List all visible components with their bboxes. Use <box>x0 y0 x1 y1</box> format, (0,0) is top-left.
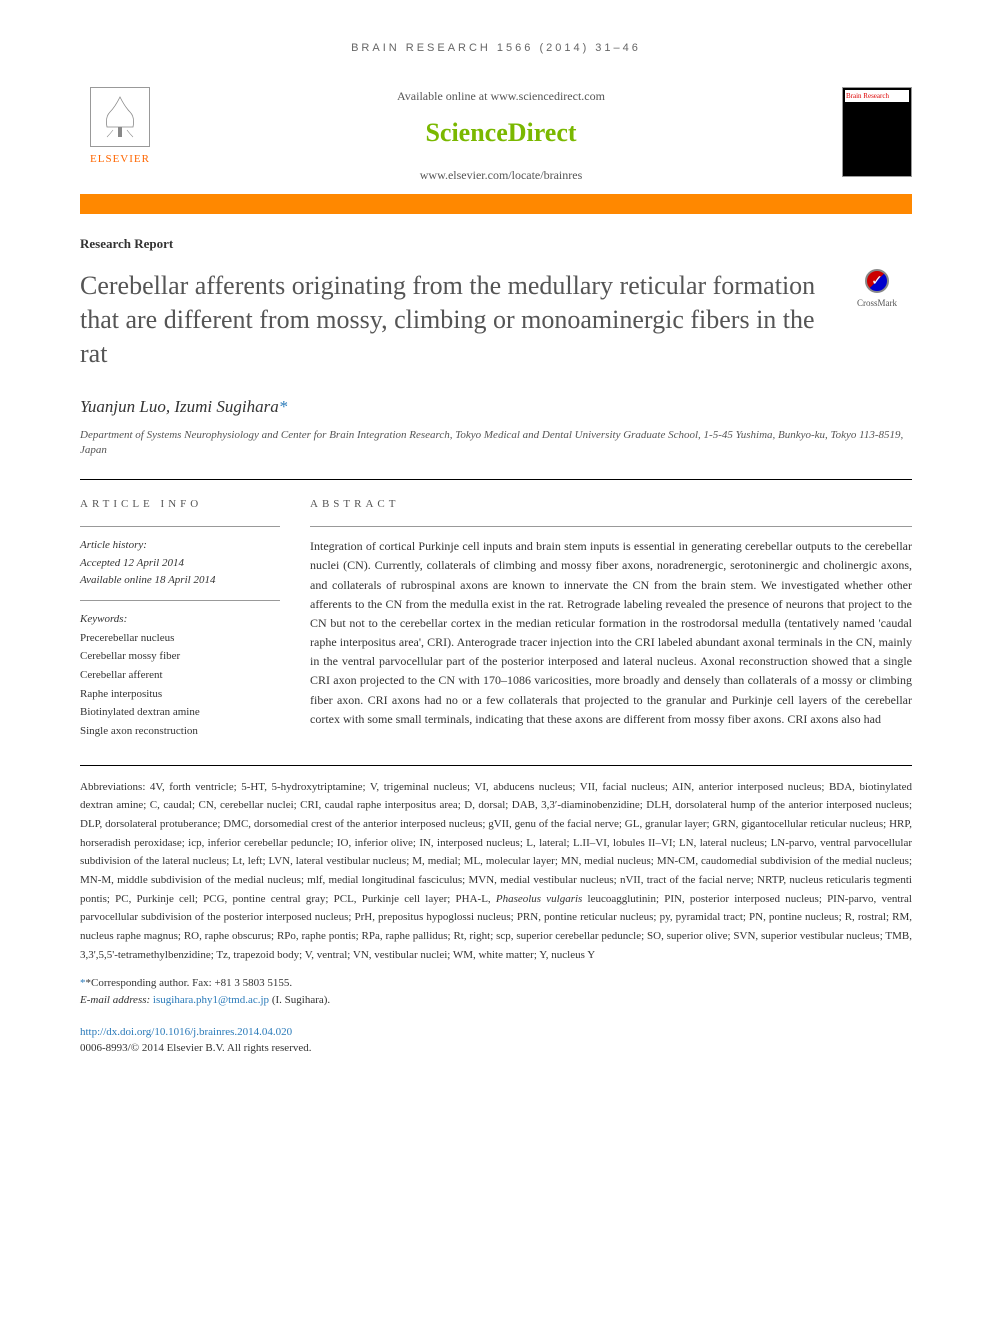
elsevier-tree-icon <box>90 87 150 147</box>
keyword: Cerebellar afferent <box>80 666 280 685</box>
keyword: Cerebellar mossy fiber <box>80 647 280 666</box>
keyword: Single axon reconstruction <box>80 722 280 741</box>
doi-link[interactable]: http://dx.doi.org/10.1016/j.brainres.201… <box>80 1026 292 1038</box>
elsevier-logo: ELSEVIER <box>80 87 160 168</box>
header-bar: ELSEVIER Available online at www.science… <box>80 87 912 184</box>
article-info-column: ARTICLE INFO Article history: Accepted 1… <box>80 496 280 741</box>
keywords-block: Keywords: <box>80 611 280 629</box>
email-author: (I. Sugihara). <box>272 994 330 1006</box>
crossmark-icon: ✓ <box>865 269 889 293</box>
article-type: Research Report <box>80 234 912 254</box>
article-history: Article history: Accepted 12 April 2014 … <box>80 537 280 590</box>
doi-block: http://dx.doi.org/10.1016/j.brainres.201… <box>80 1024 912 1057</box>
keywords-label: Keywords: <box>80 611 280 629</box>
article-title: Cerebellar afferents originating from th… <box>80 269 822 370</box>
author-names: Yuanjun Luo, Izumi Sugihara <box>80 397 279 416</box>
sciencedirect-logo: ScienceDirect <box>160 113 842 152</box>
abstract-text: Integration of cortical Purkinje cell in… <box>310 537 912 729</box>
keyword: Raphe interpositus <box>80 685 280 704</box>
orange-divider-bar <box>80 194 912 214</box>
corresponding-author-note: **Corresponding author. Fax: +81 3 5803 … <box>80 975 912 993</box>
corresponding-author-mark[interactable]: * <box>279 397 288 416</box>
title-row: Cerebellar afferents originating from th… <box>80 269 912 394</box>
journal-url[interactable]: www.elsevier.com/locate/brainres <box>160 166 842 184</box>
keyword: Precerebellar nucleus <box>80 629 280 648</box>
abbrev-italic: Phaseolus vulgaris <box>496 893 582 905</box>
running-header: BRAIN RESEARCH 1566 (2014) 31–46 <box>80 40 912 57</box>
footer-notes: **Corresponding author. Fax: +81 3 5803 … <box>80 975 912 1010</box>
available-online-text: Available online at www.sciencedirect.co… <box>160 87 842 105</box>
info-abstract-row: ARTICLE INFO Article history: Accepted 1… <box>80 496 912 741</box>
email-label: E-mail address: <box>80 994 150 1006</box>
affiliation: Department of Systems Neurophysiology an… <box>80 428 912 459</box>
copyright-line: 0006-8993/© 2014 Elsevier B.V. All right… <box>80 1040 912 1057</box>
article-info-label: ARTICLE INFO <box>80 496 280 513</box>
elsevier-name: ELSEVIER <box>90 151 150 168</box>
info-divider <box>80 526 280 527</box>
keyword: Biotinylated dextran amine <box>80 703 280 722</box>
crossmark-badge[interactable]: ✓ CrossMark <box>842 269 912 311</box>
abbrev-text: 4V, forth ventricle; 5-HT, 5-hydroxytrip… <box>80 781 912 905</box>
cover-title: Brain Research <box>845 90 909 103</box>
abbrev-lead: Abbreviations: <box>80 781 145 793</box>
header-center: Available online at www.sciencedirect.co… <box>160 87 842 184</box>
crossmark-label: CrossMark <box>857 298 897 308</box>
info-divider <box>80 600 280 601</box>
accepted-date: Accepted 12 April 2014 <box>80 555 280 573</box>
online-date: Available online 18 April 2014 <box>80 572 280 590</box>
email-line: E-mail address: isugihara.phy1@tmd.ac.jp… <box>80 992 912 1010</box>
email-link[interactable]: isugihara.phy1@tmd.ac.jp <box>153 994 269 1006</box>
authors: Yuanjun Luo, Izumi Sugihara* <box>80 394 912 420</box>
journal-cover-thumbnail: Brain Research <box>842 87 912 177</box>
abstract-label: ABSTRACT <box>310 496 912 513</box>
abstract-divider <box>310 526 912 527</box>
abbreviations-block: Abbreviations: 4V, forth ventricle; 5-HT… <box>80 765 912 965</box>
corr-fax: Fax: +81 3 5803 5155. <box>192 977 292 989</box>
corr-label: *Corresponding author. <box>86 977 190 989</box>
keywords-list: Precerebellar nucleus Cerebellar mossy f… <box>80 629 280 741</box>
section-divider <box>80 479 912 480</box>
abstract-column: ABSTRACT Integration of cortical Purkinj… <box>310 496 912 741</box>
history-label: Article history: <box>80 537 280 555</box>
